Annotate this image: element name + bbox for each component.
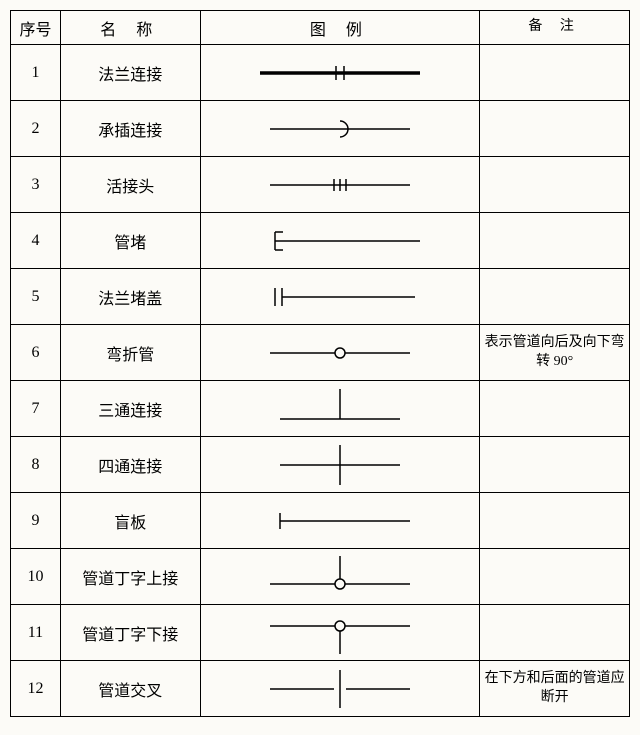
cell-seq: 9 (11, 493, 61, 549)
cell-note (480, 381, 630, 437)
table-row: 12管道交叉 在下方和后面的管道应断开 (11, 661, 630, 717)
cell-note (480, 493, 630, 549)
cell-symbol (200, 269, 480, 325)
t-up-icon (240, 552, 440, 602)
cell-note (480, 45, 630, 101)
cell-seq: 8 (11, 437, 61, 493)
cell-seq: 11 (11, 605, 61, 661)
cell-seq: 12 (11, 661, 61, 717)
cell-symbol (200, 381, 480, 437)
cell-symbol (200, 549, 480, 605)
table-row: 7三通连接 (11, 381, 630, 437)
pipe-symbols-table: 序号 名 称 图 例 备 注 1法兰连接2承插连接3活接头4管堵5法兰堵盖6弯折… (10, 10, 630, 717)
table-row: 1法兰连接 (11, 45, 630, 101)
cell-symbol (200, 325, 480, 381)
cell-note (480, 157, 630, 213)
table-row: 11管道丁字下接 (11, 605, 630, 661)
cell-note (480, 437, 630, 493)
header-seq: 序号 (11, 11, 61, 45)
cell-name: 承插连接 (60, 101, 200, 157)
cell-note (480, 213, 630, 269)
cell-seq: 2 (11, 101, 61, 157)
cell-symbol (200, 437, 480, 493)
cell-name: 法兰堵盖 (60, 269, 200, 325)
table-row: 6弯折管 表示管道向后及向下弯转 90° (11, 325, 630, 381)
cell-name: 三通连接 (60, 381, 200, 437)
cross-icon (240, 440, 440, 490)
header-symbol: 图 例 (200, 11, 480, 45)
table-row: 2承插连接 (11, 101, 630, 157)
cell-seq: 7 (11, 381, 61, 437)
cell-note (480, 549, 630, 605)
cell-note: 表示管道向后及向下弯转 90° (480, 325, 630, 381)
flange-icon (240, 48, 440, 98)
cell-name: 盲板 (60, 493, 200, 549)
cell-name: 管道交叉 (60, 661, 200, 717)
header-note: 备 注 (480, 11, 630, 45)
cell-name: 管道丁字下接 (60, 605, 200, 661)
cell-name: 管道丁字上接 (60, 549, 200, 605)
flange-cap-icon (240, 272, 440, 322)
cell-seq: 4 (11, 213, 61, 269)
t-down-icon (240, 608, 440, 658)
header-row: 序号 名 称 图 例 备 注 (11, 11, 630, 45)
cell-name: 四通连接 (60, 437, 200, 493)
table-row: 9盲板 (11, 493, 630, 549)
cell-seq: 5 (11, 269, 61, 325)
cell-name: 法兰连接 (60, 45, 200, 101)
cell-note (480, 605, 630, 661)
table-row: 8四通连接 (11, 437, 630, 493)
pipe-cross-icon (240, 664, 440, 714)
cell-symbol (200, 661, 480, 717)
cell-note (480, 101, 630, 157)
cell-seq: 6 (11, 325, 61, 381)
blind-icon (240, 496, 440, 546)
tee-icon (240, 384, 440, 434)
cell-note: 在下方和后面的管道应断开 (480, 661, 630, 717)
cell-symbol (200, 157, 480, 213)
cell-seq: 3 (11, 157, 61, 213)
union-icon (240, 160, 440, 210)
cell-symbol (200, 605, 480, 661)
cell-symbol (200, 493, 480, 549)
cell-name: 活接头 (60, 157, 200, 213)
table-row: 5法兰堵盖 (11, 269, 630, 325)
header-name: 名 称 (60, 11, 200, 45)
plug-icon (240, 216, 440, 266)
cell-symbol (200, 213, 480, 269)
cell-seq: 10 (11, 549, 61, 605)
cell-symbol (200, 45, 480, 101)
cell-name: 弯折管 (60, 325, 200, 381)
socket-icon (240, 104, 440, 154)
table-row: 10管道丁字上接 (11, 549, 630, 605)
table-row: 4管堵 (11, 213, 630, 269)
cell-seq: 1 (11, 45, 61, 101)
bend-icon (240, 328, 440, 378)
cell-note (480, 269, 630, 325)
cell-symbol (200, 101, 480, 157)
cell-name: 管堵 (60, 213, 200, 269)
table-row: 3活接头 (11, 157, 630, 213)
